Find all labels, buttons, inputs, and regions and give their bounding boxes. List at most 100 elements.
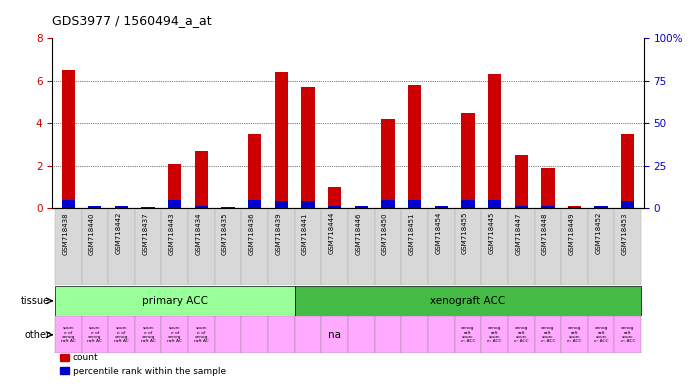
FancyBboxPatch shape [374,208,402,285]
Text: GSM718453: GSM718453 [622,212,628,255]
FancyBboxPatch shape [322,208,348,285]
Text: primary ACC: primary ACC [142,296,208,306]
Text: GSM718445: GSM718445 [489,212,495,255]
FancyBboxPatch shape [454,208,481,285]
Text: GSM718455: GSM718455 [462,212,468,255]
FancyBboxPatch shape [374,316,402,353]
Bar [568,206,581,208]
Bar [248,134,262,208]
FancyBboxPatch shape [242,316,268,353]
FancyBboxPatch shape [615,208,641,285]
FancyBboxPatch shape [588,208,615,285]
Bar [355,207,368,208]
FancyBboxPatch shape [81,316,108,353]
FancyBboxPatch shape [294,286,641,316]
Legend: count, percentile rank within the sample: count, percentile rank within the sample [56,350,230,379]
FancyBboxPatch shape [348,316,374,353]
Text: GDS3977 / 1560494_a_at: GDS3977 / 1560494_a_at [52,14,212,27]
Bar [514,155,528,208]
FancyBboxPatch shape [508,208,535,285]
Bar [541,207,555,208]
Text: sourc
e of
xenog
raft AC: sourc e of xenog raft AC [114,326,129,343]
Text: sourc
e of
xenog
raft AC: sourc e of xenog raft AC [88,326,102,343]
FancyBboxPatch shape [55,208,81,285]
FancyBboxPatch shape [135,208,161,285]
Text: tissue: tissue [21,296,50,306]
Bar [221,207,235,208]
Text: GSM718446: GSM718446 [356,212,361,255]
Bar [594,207,608,208]
Bar [594,207,608,208]
Text: GSM718452: GSM718452 [595,212,601,255]
FancyBboxPatch shape [188,316,215,353]
Bar [541,168,555,208]
Bar [115,206,128,208]
FancyBboxPatch shape [81,208,108,285]
Text: xenog
raft
sourc
e: ACC: xenog raft sourc e: ACC [567,326,582,343]
Text: GSM718437: GSM718437 [142,212,148,255]
FancyBboxPatch shape [108,208,135,285]
Bar [568,207,581,208]
Bar [621,201,635,208]
Text: na: na [329,330,341,340]
Bar [434,207,448,208]
Bar [221,207,235,208]
Bar [195,151,208,208]
Bar [141,207,155,208]
Text: other: other [24,330,50,340]
Text: GSM718447: GSM718447 [515,212,521,255]
Text: GSM718442: GSM718442 [116,212,122,255]
Text: GSM718438: GSM718438 [62,212,68,255]
FancyBboxPatch shape [402,316,428,353]
FancyBboxPatch shape [481,208,508,285]
Bar [168,164,182,208]
FancyBboxPatch shape [215,208,242,285]
FancyBboxPatch shape [588,316,615,353]
Bar [141,207,155,208]
Text: GSM718443: GSM718443 [169,212,175,255]
Text: GSM718444: GSM718444 [329,212,335,255]
Bar [61,70,75,208]
FancyBboxPatch shape [55,286,294,316]
Bar [381,119,395,208]
Text: sourc
e of
xenog
raft AC: sourc e of xenog raft AC [167,326,182,343]
Bar [514,207,528,208]
Bar [408,200,421,208]
Bar [328,207,341,208]
Bar [488,74,501,208]
Text: GSM718436: GSM718436 [248,212,255,255]
FancyBboxPatch shape [242,208,268,285]
Text: xenograft ACC: xenograft ACC [430,296,505,306]
Text: xenog
raft
sourc
e: ACC: xenog raft sourc e: ACC [487,326,502,343]
Bar [275,201,288,208]
Bar [61,200,75,208]
FancyBboxPatch shape [428,208,454,285]
Bar [248,200,262,208]
FancyBboxPatch shape [615,316,641,353]
FancyBboxPatch shape [535,316,561,353]
FancyBboxPatch shape [402,208,428,285]
Bar [301,87,315,208]
Bar [434,206,448,208]
FancyBboxPatch shape [268,316,294,353]
Text: xenog
raft
sourc
e: ACC: xenog raft sourc e: ACC [621,326,635,343]
FancyBboxPatch shape [188,208,215,285]
FancyBboxPatch shape [508,316,535,353]
Bar [461,200,475,208]
Bar [328,187,341,208]
FancyBboxPatch shape [215,316,242,353]
Text: xenog
raft
sourc
e: ACC: xenog raft sourc e: ACC [461,326,475,343]
Text: sourc
e of
xenog
raft AC: sourc e of xenog raft AC [61,326,76,343]
FancyBboxPatch shape [481,316,508,353]
FancyBboxPatch shape [454,316,481,353]
FancyBboxPatch shape [294,208,322,285]
Bar [301,201,315,208]
Text: GSM718450: GSM718450 [382,212,388,255]
FancyBboxPatch shape [561,316,588,353]
Text: GSM718448: GSM718448 [542,212,548,255]
FancyBboxPatch shape [161,316,188,353]
FancyBboxPatch shape [55,316,81,353]
FancyBboxPatch shape [268,208,294,285]
FancyBboxPatch shape [322,316,348,353]
Text: GSM718451: GSM718451 [409,212,415,255]
